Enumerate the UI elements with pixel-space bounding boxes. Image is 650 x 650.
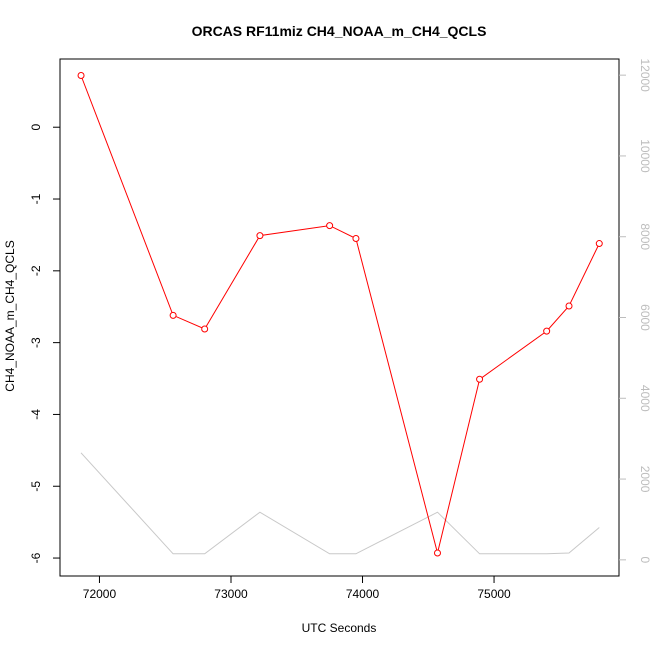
data-point bbox=[169, 311, 177, 319]
data-point bbox=[77, 72, 85, 80]
y-tick-label: -6 bbox=[29, 552, 43, 563]
series-layer bbox=[77, 72, 603, 557]
y2-tick-label: 10000 bbox=[638, 139, 650, 173]
chart-title: ORCAS RF11miz CH4_NOAA_m_CH4_QCLS bbox=[192, 23, 487, 39]
x-tick-label: 73000 bbox=[214, 587, 248, 601]
plot-frame bbox=[59, 58, 620, 577]
data-point bbox=[543, 327, 551, 335]
y-tick-label: -5 bbox=[29, 481, 43, 492]
x-tick-label: 75000 bbox=[477, 587, 511, 601]
y2-tick-label: 4000 bbox=[638, 385, 650, 412]
y-tick-label: -2 bbox=[29, 265, 43, 276]
data-point bbox=[201, 325, 209, 333]
x-tick-label: 72000 bbox=[83, 587, 117, 601]
y2-tick-label: 12000 bbox=[638, 58, 650, 92]
data-point bbox=[326, 222, 334, 230]
y-tick-label: -3 bbox=[29, 337, 43, 348]
y-tick-label: -1 bbox=[29, 193, 43, 204]
y-axis-label: CH4_NOAA_m_CH4_QCLS bbox=[3, 240, 17, 391]
data-point bbox=[256, 232, 264, 240]
y-tick-label: -4 bbox=[29, 409, 43, 420]
y2-tick-label: 8000 bbox=[638, 223, 650, 250]
y2-tick-label: 2000 bbox=[638, 466, 650, 493]
data-point bbox=[595, 240, 603, 248]
series-line-secondary bbox=[80, 452, 600, 555]
data-point bbox=[476, 375, 484, 383]
data-point bbox=[352, 235, 360, 243]
y2-tick-label: 6000 bbox=[638, 304, 650, 331]
axes: 72000 73000 74000 75000 0 -1 -2 -3 -4 -5 -6 0 2000 40… bbox=[29, 58, 650, 601]
x-tick-label: 74000 bbox=[346, 587, 380, 601]
y2-tick-label: 0 bbox=[638, 557, 650, 564]
data-point bbox=[433, 549, 441, 557]
x-axis-label: UTC Seconds bbox=[302, 621, 377, 635]
data-point bbox=[565, 302, 573, 310]
series-line-primary bbox=[80, 75, 600, 554]
y-tick-label: 0 bbox=[29, 124, 43, 131]
